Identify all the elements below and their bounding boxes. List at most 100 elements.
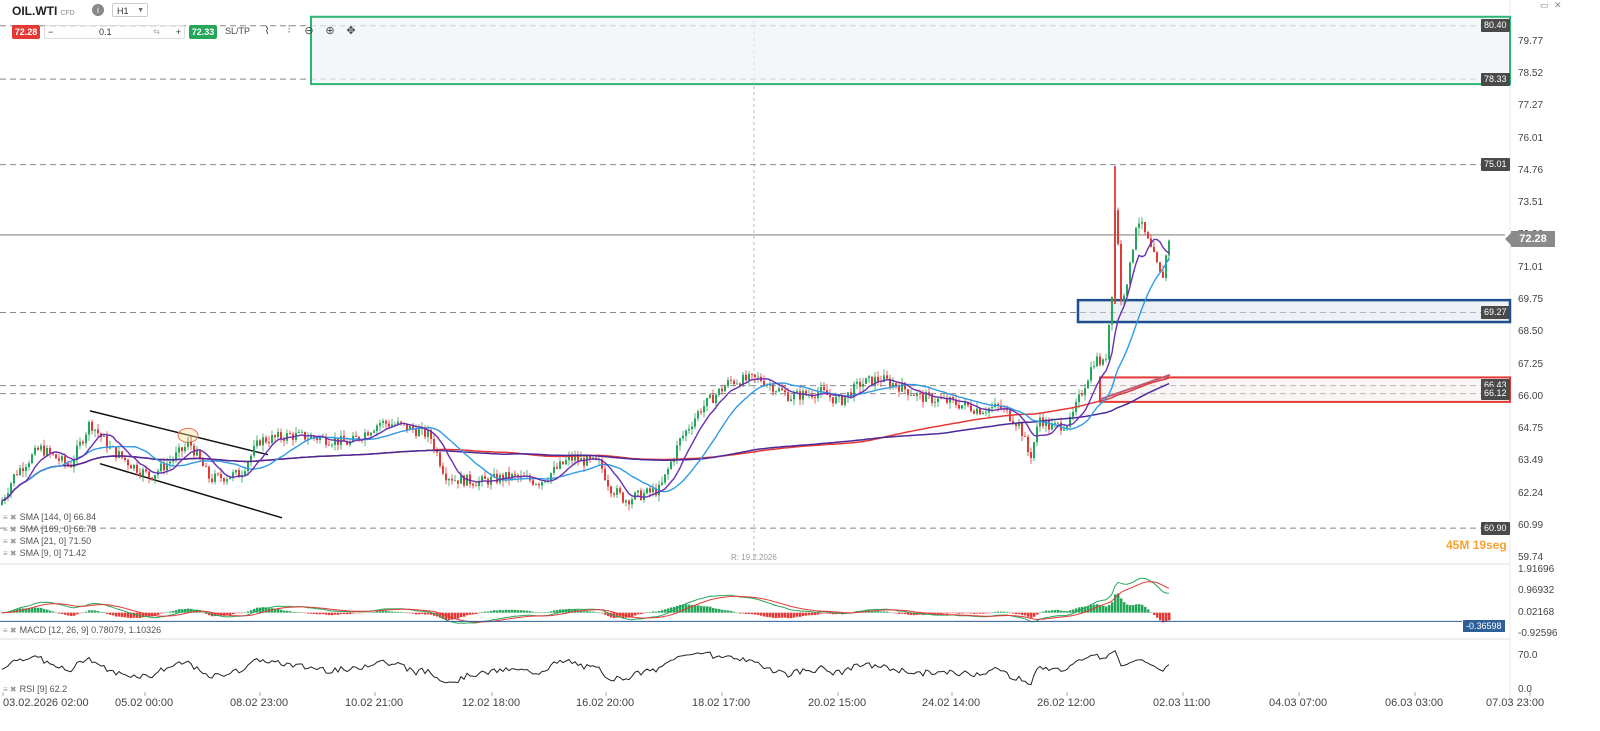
legend-rsi[interactable]: ≡ ✖ RSI [9] 62.2	[3, 684, 68, 694]
level-tag[interactable]: 75.01	[1481, 158, 1510, 172]
time-axis-label: 12.02 18:00	[462, 697, 521, 709]
candle	[43, 439, 45, 458]
level-tag[interactable]: 60.90	[1481, 521, 1510, 535]
macd-bar	[1117, 593, 1120, 613]
candle-body	[262, 437, 264, 446]
macd-bar	[1048, 610, 1051, 613]
settings-icon[interactable]: ≡ ✖	[3, 549, 17, 558]
pan-icon[interactable]: ✥	[346, 25, 356, 37]
macd-axis-label: 0.02168	[1518, 606, 1555, 618]
timeframe-select[interactable]: H1 ▼	[112, 3, 148, 17]
settings-icon[interactable]: ≡ ✖	[3, 626, 17, 635]
macd-bar	[817, 612, 820, 615]
close-icon[interactable]: ✕	[1554, 0, 1562, 10]
candle-body	[667, 468, 669, 475]
zoom-in-icon[interactable]: ⊕	[325, 25, 335, 37]
price-axis-label: 79.77	[1518, 36, 1544, 47]
macd-bar	[493, 610, 496, 613]
candle-body	[76, 445, 78, 461]
candle-body	[397, 421, 399, 425]
candle	[688, 424, 690, 434]
settings-icon[interactable]: ≡ ✖	[3, 537, 17, 546]
macd-bar	[679, 604, 682, 613]
level-tag[interactable]: 66.12	[1481, 387, 1510, 401]
candle	[1030, 447, 1032, 464]
candle	[628, 499, 630, 511]
candle	[127, 458, 129, 471]
candle	[253, 439, 255, 459]
rsi-axis-label: 0.0	[1518, 684, 1532, 695]
macd-bar	[154, 612, 157, 616]
candle	[991, 402, 993, 413]
level-tag[interactable]: 69.27	[1481, 305, 1510, 319]
candle	[271, 430, 273, 445]
legend-sma21[interactable]: ≡ ✖ SMA [21, 0] 71.50	[3, 536, 92, 546]
macd-bar	[742, 612, 745, 614]
candle	[1144, 221, 1146, 236]
candle	[1141, 217, 1143, 230]
candle	[1099, 352, 1101, 367]
symbol-name[interactable]: OIL.WTI CFD	[12, 4, 75, 18]
macd-bar	[394, 611, 397, 613]
level-tag[interactable]: 80.40	[1481, 19, 1510, 33]
candle	[115, 446, 117, 462]
macd-bar	[802, 612, 805, 616]
candle	[616, 484, 618, 499]
settings-icon[interactable]: ≡ ✖	[3, 685, 17, 694]
settings-icon[interactable]: ≡ ✖	[3, 513, 17, 522]
time-axis-label: 16.02 20:00	[576, 697, 635, 709]
macd-bar	[598, 612, 601, 613]
minimize-icon[interactable]: ▭	[1540, 0, 1549, 10]
candle	[133, 464, 135, 472]
macd-bar	[514, 609, 517, 613]
candle-body	[154, 475, 156, 480]
macd-bar	[1111, 602, 1114, 613]
level-tag[interactable]: 78.33	[1481, 72, 1510, 86]
minus-icon[interactable]: −	[48, 27, 54, 37]
candle-body	[730, 380, 732, 381]
sltp-button[interactable]: SL/TP	[225, 26, 251, 36]
candle	[844, 397, 846, 408]
candle-body	[568, 455, 570, 461]
info-icon[interactable]: i	[92, 4, 104, 16]
zoom-out-icon[interactable]: ⊖	[304, 25, 314, 37]
legend-sma144[interactable]: ≡ ✖ SMA [144, 0] 66.84	[3, 512, 97, 522]
candle	[1093, 360, 1095, 370]
candle	[1090, 361, 1092, 384]
candle-body	[745, 374, 747, 381]
macd-bar	[67, 612, 70, 616]
legend-sma9[interactable]: ≡ ✖ SMA [9, 0] 71.42	[3, 548, 87, 558]
candle-body	[565, 460, 567, 465]
macd-bar	[229, 612, 232, 616]
candles-icon[interactable]: ⫶	[287, 24, 291, 36]
legend-macd[interactable]: ≡ ✖ MACD [12, 26, 9] 0.78079, 1.10326	[3, 625, 162, 635]
candle-body	[898, 386, 900, 392]
settings-icon[interactable]: ≡ ✖	[3, 525, 17, 534]
sell-button[interactable]: 72.28	[12, 25, 40, 39]
macd-bar	[238, 612, 241, 614]
candle	[547, 476, 549, 484]
candle-body	[991, 407, 993, 409]
candle-body	[748, 373, 750, 381]
candle	[925, 389, 927, 402]
candle	[1069, 412, 1071, 431]
macd-bar	[1105, 606, 1108, 613]
macd-bar	[109, 612, 112, 615]
macd-bar	[718, 608, 721, 613]
quantity-value[interactable]: 0.1	[99, 27, 112, 37]
price-axis-label: 74.76	[1518, 165, 1544, 177]
swap-icon[interactable]: ⇆	[153, 27, 160, 36]
candle-body	[226, 479, 228, 482]
quantity-stepper[interactable]: − 0.1 ⇆ +	[44, 25, 185, 39]
candle	[610, 485, 612, 498]
macd-bar	[544, 612, 547, 613]
buy-button[interactable]: 72.33	[189, 25, 217, 39]
plus-icon[interactable]: +	[175, 27, 181, 37]
candle-body	[478, 480, 480, 487]
macd-bar	[1024, 612, 1027, 616]
macd-bar	[880, 611, 883, 613]
line-chart-icon[interactable]: ⌇	[264, 25, 270, 37]
macd-bar	[1069, 610, 1072, 613]
legend-sma169[interactable]: ≡ ✖ SMA [169, 0] 66.78	[3, 524, 97, 534]
